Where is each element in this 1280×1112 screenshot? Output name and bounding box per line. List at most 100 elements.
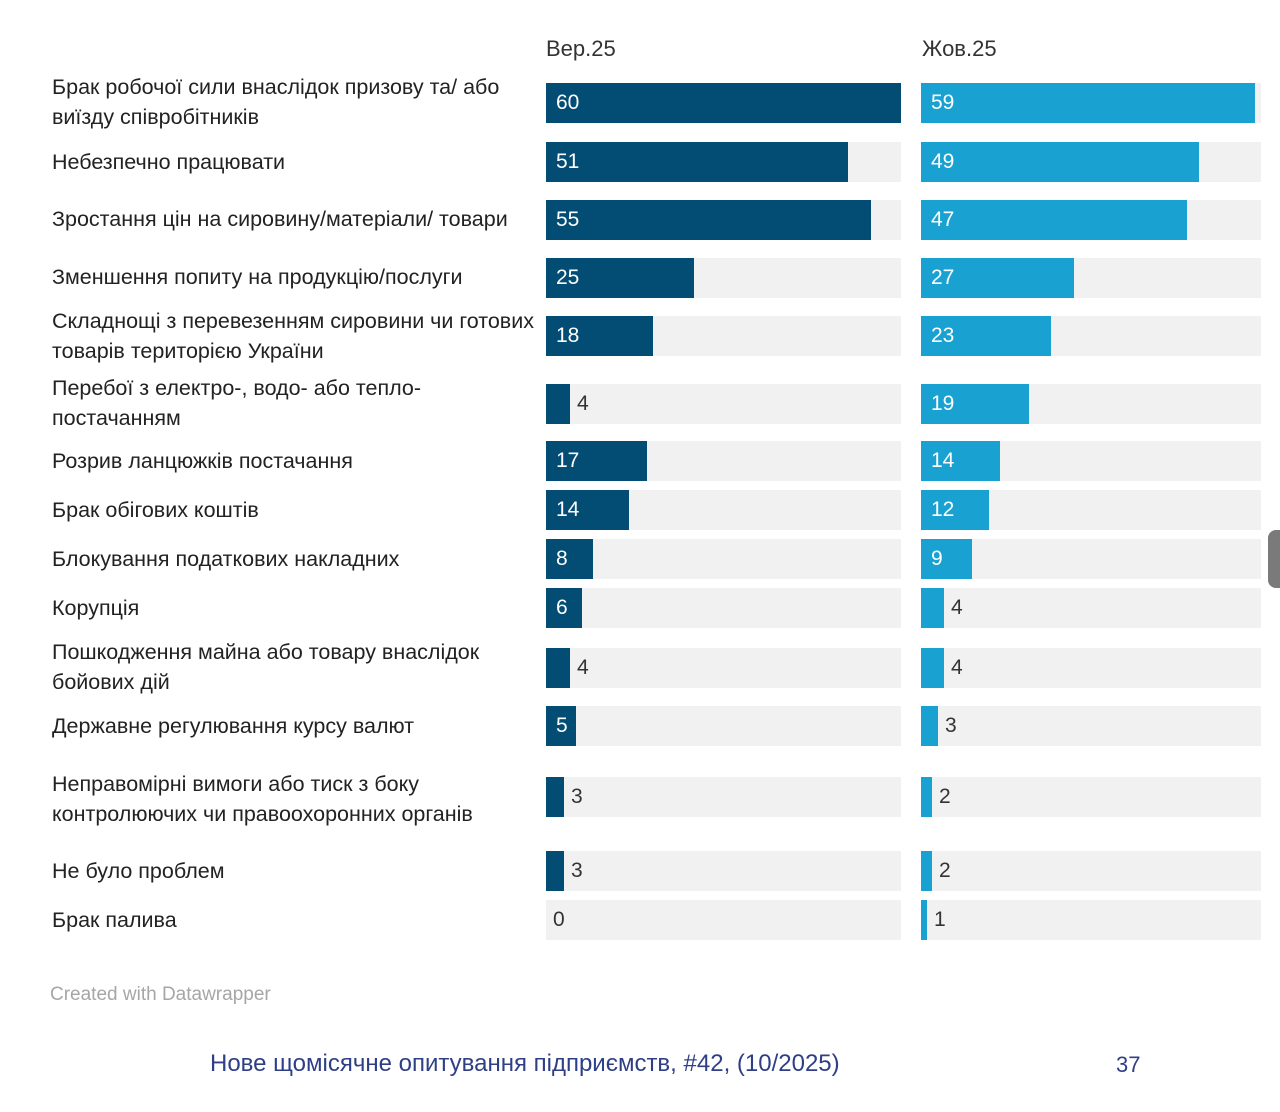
value-label: 18 bbox=[556, 324, 580, 347]
bar-track: 4 bbox=[921, 588, 1261, 628]
bar-1-5[interactable] bbox=[921, 384, 1029, 424]
bar-track: 19 bbox=[921, 384, 1261, 424]
bar-track: 59 bbox=[921, 83, 1261, 123]
bar-track: 8 bbox=[546, 539, 901, 579]
bar-track: 27 bbox=[921, 258, 1261, 298]
bar-0-2[interactable] bbox=[546, 200, 871, 240]
bar-1-13[interactable] bbox=[921, 851, 932, 891]
bar-track: 9 bbox=[921, 539, 1261, 579]
bar-track: 17 bbox=[546, 441, 901, 481]
value-label: 2 bbox=[939, 859, 951, 882]
bar-track: 18 bbox=[546, 316, 901, 356]
bar-0-10[interactable] bbox=[546, 648, 570, 688]
category-label: Небезпечно працювати bbox=[52, 150, 286, 174]
bar-0-13[interactable] bbox=[546, 851, 564, 891]
value-label: 4 bbox=[951, 596, 963, 619]
bar-track: 3 bbox=[546, 777, 901, 817]
category-label: Брак робочої сили внаслідок призову та/ … bbox=[52, 75, 500, 129]
bar-0-4[interactable] bbox=[546, 316, 653, 356]
bar-0-9[interactable] bbox=[546, 588, 582, 628]
category-label: Брак палива bbox=[52, 908, 177, 932]
bar-1-7[interactable] bbox=[921, 490, 989, 530]
bar-track: 47 bbox=[921, 200, 1261, 240]
bar-0-6[interactable] bbox=[546, 441, 647, 481]
category-label: Зменшення попиту на продукцію/послуги bbox=[52, 265, 463, 289]
bar-1-1[interactable] bbox=[921, 142, 1199, 182]
category-label: Не було проблем bbox=[52, 859, 225, 883]
value-label: 3 bbox=[571, 859, 583, 882]
bar-track: 14 bbox=[921, 441, 1261, 481]
value-label: 3 bbox=[571, 785, 583, 808]
series-header-1: Жов.25 bbox=[922, 36, 997, 61]
category-label: Неправомірні вимоги або тиск з боку конт… bbox=[52, 772, 473, 826]
bar-track: 4 bbox=[546, 384, 901, 424]
value-label: 59 bbox=[931, 91, 955, 114]
bar-track: 14 bbox=[546, 490, 901, 530]
bar-1-8[interactable] bbox=[921, 539, 972, 579]
value-label: 14 bbox=[556, 498, 580, 521]
bar-track: 1 bbox=[921, 900, 1261, 940]
bar-track: 4 bbox=[546, 648, 901, 688]
page-number: 37 bbox=[1116, 1052, 1141, 1077]
category-label: Перебої з електро-, водо- або тепло- пос… bbox=[52, 376, 422, 430]
value-label: 27 bbox=[931, 266, 955, 289]
value-label: 0 bbox=[553, 908, 565, 931]
category-label: Пошкодження майна або товару внаслідок б… bbox=[52, 640, 480, 694]
value-label: 47 bbox=[931, 208, 955, 231]
value-label: 55 bbox=[556, 208, 580, 231]
value-label: 4 bbox=[577, 392, 589, 415]
bar-0-5[interactable] bbox=[546, 384, 570, 424]
bar-track: 3 bbox=[546, 851, 901, 891]
bar-1-11[interactable] bbox=[921, 706, 938, 746]
bar-track: 55 bbox=[546, 200, 901, 240]
scrollbar-thumb[interactable] bbox=[1268, 530, 1280, 588]
bar-0-3[interactable] bbox=[546, 258, 694, 298]
bar-0-8[interactable] bbox=[546, 539, 593, 579]
bar-track: 2 bbox=[921, 777, 1261, 817]
value-label: 17 bbox=[556, 449, 580, 472]
bar-1-9[interactable] bbox=[921, 588, 944, 628]
datawrapper-credit[interactable]: Created with Datawrapper bbox=[50, 984, 271, 1005]
value-label: 60 bbox=[556, 91, 580, 114]
category-label: Корупція bbox=[52, 596, 140, 620]
bar-1-4[interactable] bbox=[921, 316, 1051, 356]
bar-track: 2 bbox=[921, 851, 1261, 891]
bar-track: 6 bbox=[546, 588, 901, 628]
bar-track: 60 bbox=[546, 83, 901, 123]
category-label: Зростання цін на сировину/матеріали/ тов… bbox=[52, 207, 508, 231]
category-label: Розрив ланцюжків постачання bbox=[52, 449, 353, 473]
bar-1-0[interactable] bbox=[921, 83, 1255, 123]
footer-title: Нове щомісячне опитування підприємств, #… bbox=[210, 1050, 840, 1077]
bar-0-0[interactable] bbox=[546, 83, 901, 123]
bar-0-12[interactable] bbox=[546, 777, 564, 817]
value-label: 23 bbox=[931, 324, 955, 347]
bar-track: 12 bbox=[921, 490, 1261, 530]
bar-1-14[interactable] bbox=[921, 900, 927, 940]
bar-1-10[interactable] bbox=[921, 648, 944, 688]
value-label: 4 bbox=[951, 656, 963, 679]
value-label: 2 bbox=[939, 785, 951, 808]
value-label: 4 bbox=[577, 656, 589, 679]
bar-1-6[interactable] bbox=[921, 441, 1000, 481]
bar-1-12[interactable] bbox=[921, 777, 932, 817]
bar-0-7[interactable] bbox=[546, 490, 629, 530]
bar-track: 0 bbox=[546, 900, 901, 940]
bar-0-11[interactable] bbox=[546, 706, 576, 746]
value-label: 5 bbox=[556, 714, 568, 737]
value-label: 12 bbox=[931, 498, 955, 521]
category-label: Блокування податкових накладних bbox=[52, 547, 400, 571]
bar-track: 3 bbox=[921, 706, 1261, 746]
bar-1-3[interactable] bbox=[921, 258, 1074, 298]
value-label: 6 bbox=[556, 596, 568, 619]
bar-track: 51 bbox=[546, 142, 901, 182]
value-label: 14 bbox=[931, 449, 955, 472]
bar-1-2[interactable] bbox=[921, 200, 1187, 240]
category-label: Державне регулювання курсу валют bbox=[52, 714, 415, 738]
value-label: 19 bbox=[931, 392, 955, 415]
bar-track: 5 bbox=[546, 706, 901, 746]
value-label: 25 bbox=[556, 266, 580, 289]
bar-0-1[interactable] bbox=[546, 142, 848, 182]
bar-track: 23 bbox=[921, 316, 1261, 356]
value-label: 9 bbox=[931, 547, 943, 570]
category-label: Складнощі з перевезенням сировини чи гот… bbox=[52, 309, 534, 363]
